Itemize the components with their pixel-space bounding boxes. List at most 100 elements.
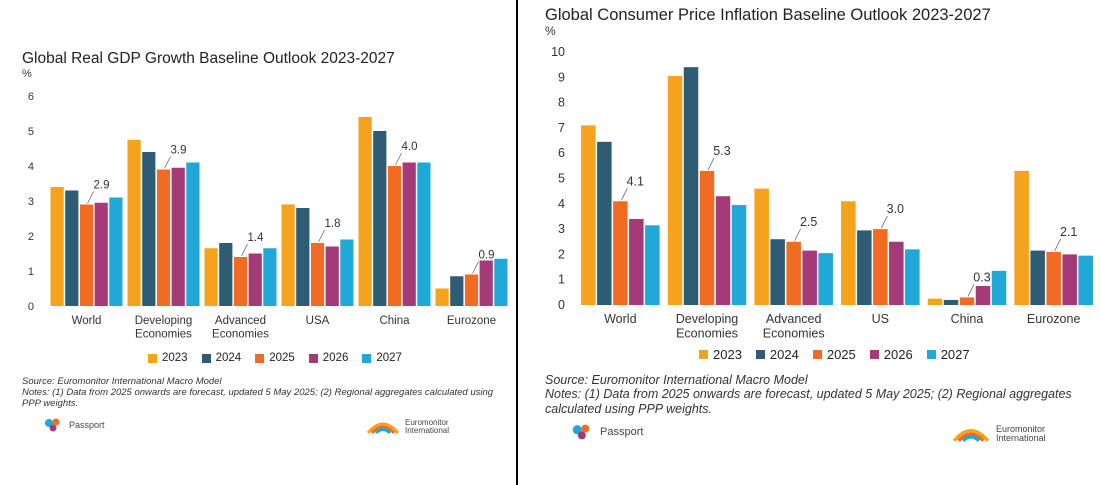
data-label: 4.0 (402, 141, 418, 153)
cpi-chart-panel: Global Consumer Price Inflation Baseline… (519, 0, 1100, 485)
bar-2023 (50, 187, 64, 306)
y-tick-label: 4 (28, 161, 34, 173)
y-tick-label: 5 (28, 126, 34, 138)
bar-2027 (186, 162, 200, 306)
bar-2027 (731, 205, 747, 305)
bar-2023 (281, 204, 295, 306)
chart-title: Global Real GDP Growth Baseline Outlook … (22, 50, 395, 67)
data-label: 2.9 (94, 180, 110, 192)
passport-logo: Passport (571, 424, 643, 440)
bar-2027 (905, 249, 920, 305)
y-tick-label: 0 (558, 298, 565, 312)
x-tick-label: Eurozone (1027, 312, 1081, 326)
bar-2025 (786, 241, 801, 305)
bar-2027 (1078, 255, 1093, 305)
bar-2026 (325, 246, 339, 306)
legend-item: 2023 (699, 347, 742, 362)
bar-2026 (94, 202, 108, 306)
data-label-leader (620, 188, 628, 201)
bar-2024 (597, 141, 612, 305)
bar-2025 (613, 201, 628, 305)
bar-2023 (435, 288, 449, 306)
legend-item: 2024 (201, 352, 242, 364)
bar-2024 (65, 190, 79, 306)
bar-2024 (857, 230, 872, 305)
bar-2023 (127, 139, 141, 306)
legend-label: 2024 (215, 352, 242, 364)
legend-item: 2025 (255, 352, 295, 364)
euromonitor-logo-line2: International (996, 433, 1046, 443)
gdp-chart-panel: Global Real GDP Growth Baseline Outlook … (0, 0, 516, 485)
bar-2024 (770, 239, 785, 305)
chart-legend: 2023 2024 2025 2026 2027 (148, 352, 402, 364)
bar-2024 (142, 152, 156, 306)
chart-title: Global Consumer Price Inflation Baseline… (545, 6, 991, 24)
legend-swatch (926, 350, 936, 359)
data-label-leader (707, 157, 715, 171)
legend-swatch (308, 353, 318, 363)
legend-swatch (869, 350, 879, 359)
bar-2023 (204, 248, 218, 306)
bar-2027 (263, 248, 277, 306)
legend-swatch (699, 350, 708, 359)
bar-2026 (1062, 254, 1077, 305)
bar-2024 (1030, 250, 1045, 305)
legend-item: 2026 (308, 352, 349, 364)
y-tick-label: 6 (28, 91, 34, 103)
legend-label: 2026 (322, 352, 349, 364)
bar-2023 (1014, 170, 1029, 305)
y-tick-label: 4 (558, 197, 565, 211)
bar-2024 (943, 299, 959, 305)
bar-2026 (715, 196, 731, 305)
legend-swatch (362, 353, 372, 363)
bar-2024 (683, 67, 699, 306)
legend-item: 2024 (755, 347, 799, 362)
x-tick-label: Advanced Economies (212, 315, 269, 341)
euromonitor-logo-line1: Euromonitor (405, 418, 449, 427)
data-label: 1.4 (248, 232, 265, 244)
bar-2026 (248, 253, 262, 306)
bar-2024 (450, 276, 464, 306)
y-tick-label: 0 (28, 301, 34, 313)
bar-2027 (417, 162, 431, 306)
euromonitor-logo-text: Euromonitor International (405, 419, 449, 435)
bar-2025 (464, 274, 479, 306)
x-tick-label: World (72, 315, 102, 327)
data-label: 2.1 (1060, 225, 1077, 239)
legend-swatch (255, 353, 265, 363)
legend-item: 2027 (362, 352, 402, 364)
data-label-leader (1054, 238, 1062, 252)
legend-label: 2027 (940, 347, 970, 362)
y-tick-label: 2 (558, 247, 565, 261)
passport-logo-icon (45, 418, 60, 432)
euromonitor-logo: Euromonitor International (366, 419, 449, 435)
data-label: 4.1 (627, 174, 644, 188)
data-label-leader (318, 229, 325, 243)
bar-2025 (79, 204, 94, 306)
legend-label: 2025 (826, 347, 856, 362)
y-tick-label: 3 (28, 196, 34, 208)
bar-2025 (156, 169, 171, 306)
legend-swatch (201, 353, 211, 363)
bar-2027 (645, 225, 660, 305)
legend-label: 2023 (713, 347, 742, 362)
euromonitor-logo-icon (366, 422, 400, 435)
legend-item: 2026 (869, 347, 913, 362)
x-tick-label: US (872, 312, 889, 326)
y-tick-label: 3 (558, 222, 565, 236)
data-label-leader (241, 243, 248, 257)
legend-label: 2024 (769, 347, 799, 362)
cpi-bar-chart: 0 1 2 3 4 5 6 7 8 9 10 World Developing Economies Adva… (551, 45, 1093, 341)
data-label-leader (395, 152, 402, 166)
bar-2026 (889, 241, 904, 305)
bar-2026 (402, 162, 416, 306)
bar-2026 (802, 250, 817, 305)
bar-2023 (581, 125, 596, 306)
bar-2026 (975, 286, 991, 305)
bar-2024 (219, 243, 233, 306)
x-tick-label: China (379, 315, 410, 327)
legend-label: 2023 (162, 352, 188, 364)
data-label: 1.8 (325, 218, 341, 230)
bar-2025 (387, 166, 402, 306)
passport-logo-icon (572, 424, 590, 440)
